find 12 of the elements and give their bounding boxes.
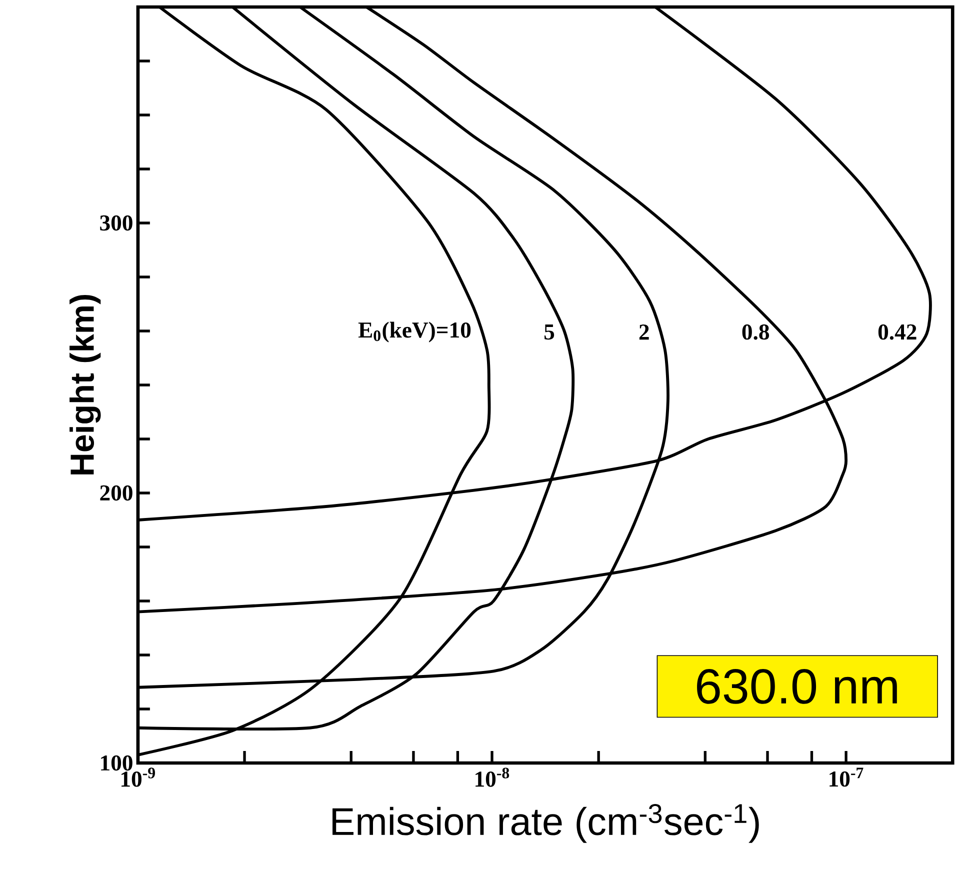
x-axis-title: Emission rate (cm$^{-3}$sec$^{-1}$) (332, 804, 759, 843)
series-label: 0.42 (878, 324, 916, 340)
series-label: 2 (639, 324, 649, 340)
y-tick-label: 200 (100, 485, 132, 501)
series-label: 0.8 (742, 324, 770, 340)
x-tick-label: 10$^{-7}$ (830, 768, 864, 787)
series-label: E$_{0}$(keV)=10 (358, 322, 471, 342)
y-axis-title: Height (km) (70, 295, 101, 474)
x-tick-label: 10$^{-8}$ (476, 768, 510, 787)
series-label: 5 (544, 324, 554, 340)
y-tick-label: 300 (100, 215, 132, 231)
annotation: 630.0 nm (697, 668, 897, 704)
